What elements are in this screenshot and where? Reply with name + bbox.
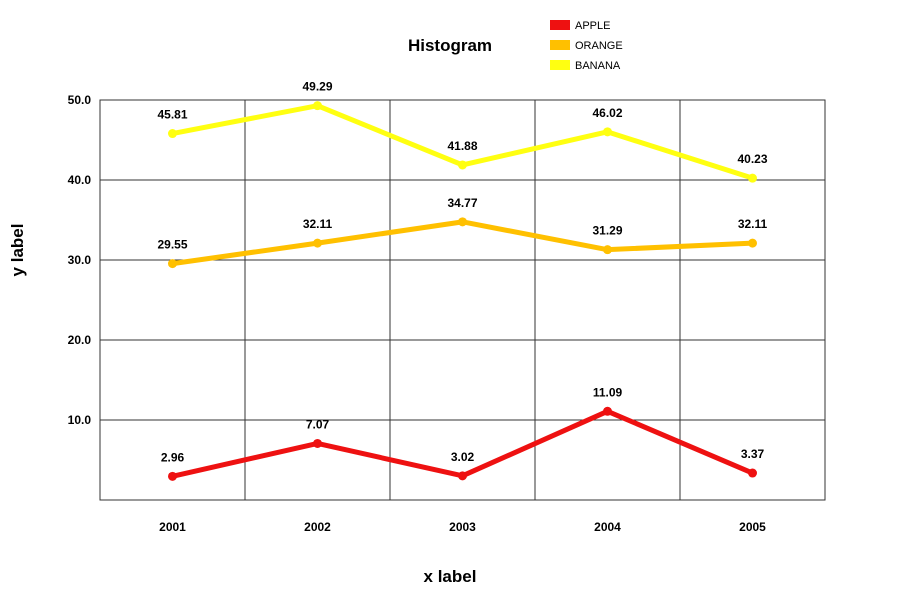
data-point-banana <box>313 101 322 111</box>
y-tick-label: 30.0 <box>68 253 92 267</box>
series-line-apple <box>170 408 755 479</box>
series-group: 2.96 7.07 3.02 11.09 3.37 29.55 32.11 34.77 31.2… <box>157 80 768 481</box>
y-tick-label: 20.0 <box>68 333 92 347</box>
data-label-apple: 2.96 <box>161 450 185 464</box>
data-label-orange: 29.55 <box>157 238 187 252</box>
data-point-banana <box>748 173 757 183</box>
data-point-banana <box>168 129 177 139</box>
data-label-banana: 46.02 <box>592 106 622 120</box>
grid <box>99 99 826 501</box>
data-point-apple <box>168 471 177 481</box>
data-point-orange <box>748 238 757 248</box>
x-tick-label: 2005 <box>739 520 766 534</box>
series-apple: 2.96 7.07 3.02 11.09 3.37 <box>161 385 765 481</box>
data-label-banana: 45.81 <box>157 108 187 122</box>
data-point-apple <box>603 406 612 416</box>
plot-frame <box>99 99 826 501</box>
y-tick-label: 10.0 <box>68 413 92 427</box>
series-orange: 29.55 32.11 34.77 31.29 32.11 <box>157 196 768 269</box>
x-axis-label: x label <box>424 567 477 586</box>
x-tick-label: 2004 <box>594 520 621 534</box>
data-point-orange <box>458 217 467 227</box>
chart-title: Histogram <box>408 36 492 55</box>
legend-swatch-apple <box>550 20 570 30</box>
legend-label-apple: APPLE <box>575 20 610 32</box>
data-label-apple: 3.37 <box>741 447 765 461</box>
data-point-orange <box>603 245 612 255</box>
x-tick-label: 2003 <box>449 520 476 534</box>
legend-label-orange: ORANGE <box>575 40 623 52</box>
data-label-banana: 40.23 <box>737 152 767 166</box>
data-label-apple: 11.09 <box>593 385 623 399</box>
data-point-orange <box>168 259 177 269</box>
legend-swatch-orange <box>550 40 570 50</box>
legend-swatch-banana <box>550 60 570 70</box>
y-axis-ticks: 10.0 20.0 30.0 40.0 50.0 <box>68 93 92 427</box>
x-tick-label: 2001 <box>159 520 186 534</box>
data-label-orange: 34.77 <box>447 196 477 210</box>
y-tick-label: 50.0 <box>68 93 92 107</box>
data-point-apple <box>748 468 757 478</box>
y-tick-label: 40.0 <box>68 173 92 187</box>
data-label-apple: 7.07 <box>306 417 330 431</box>
series-line-orange <box>170 219 755 267</box>
data-label-orange: 31.29 <box>592 224 622 238</box>
y-axis-label: y label <box>8 224 27 277</box>
data-label-apple: 3.02 <box>451 450 475 464</box>
data-point-apple <box>313 438 322 448</box>
data-label-banana: 49.29 <box>302 80 332 94</box>
data-point-banana <box>458 160 467 170</box>
data-point-banana <box>603 127 612 137</box>
data-label-orange: 32.11 <box>738 217 768 231</box>
data-label-orange: 32.11 <box>303 217 333 231</box>
data-label-banana: 41.88 <box>447 139 477 153</box>
legend-label-banana: BANANA <box>575 60 621 72</box>
series-banana: 45.81 49.29 41.88 46.02 40.23 <box>157 80 768 183</box>
x-tick-label: 2002 <box>304 520 331 534</box>
legend: APPLE ORANGE BANANA <box>550 20 623 72</box>
x-axis-ticks: 2001 2002 2003 2004 2005 <box>159 520 766 534</box>
data-point-orange <box>313 238 322 248</box>
data-point-apple <box>458 471 467 481</box>
